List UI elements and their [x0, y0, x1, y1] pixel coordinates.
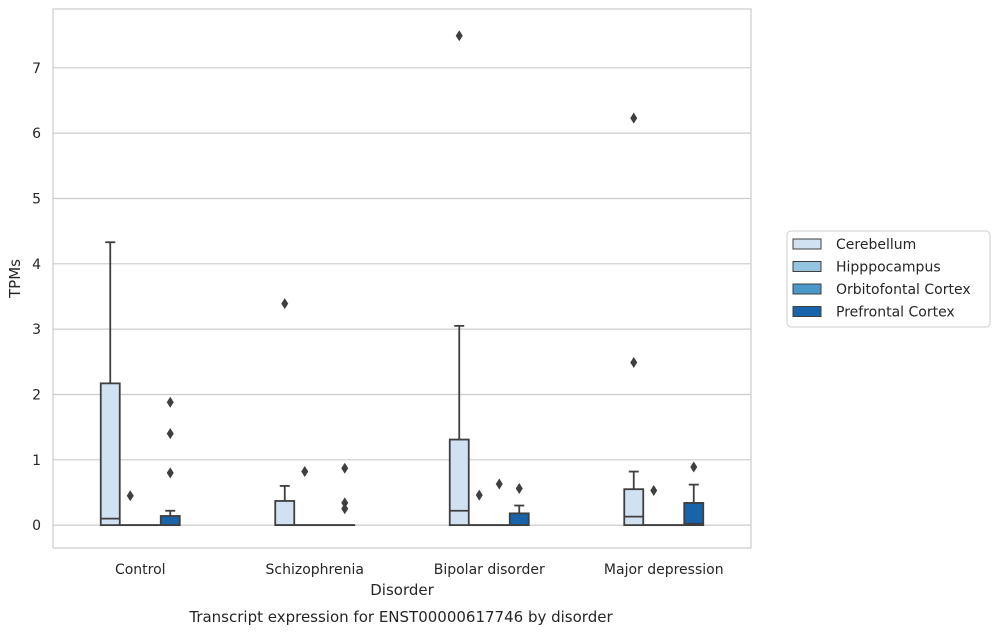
outlier-point	[166, 467, 174, 479]
y-axis-label: TPMs	[6, 259, 24, 299]
outlier-point	[455, 30, 463, 42]
box-cerebellum	[99, 241, 121, 527]
outlier-point	[650, 485, 658, 497]
legend-swatch	[792, 238, 822, 250]
legend-label: Hipppocampus	[836, 260, 941, 276]
x-tick-label: Schizophrenia	[266, 562, 364, 578]
box-body	[99, 382, 121, 527]
chart-title: Transcript expression for ENST0000061774…	[188, 608, 613, 626]
legend-label: Orbitofontal Cortex	[836, 282, 971, 298]
outlier-point	[166, 396, 174, 408]
box-body	[623, 488, 645, 527]
box-hipppocampus	[643, 485, 665, 527]
y-tick-label: 6	[32, 126, 41, 142]
box-hipppocampus	[119, 490, 141, 527]
legend: Cerebellum Hipppocampus Orbitofontal Corte…	[786, 230, 991, 328]
x-axis-label: Disorder	[370, 581, 434, 599]
box-cerebellum	[274, 298, 296, 527]
outlier-point	[630, 356, 638, 368]
legend-label: Cerebellum	[836, 237, 916, 253]
outlier-point	[630, 112, 638, 124]
y-tick-label: 2	[32, 387, 41, 403]
outlier-point	[690, 461, 698, 473]
box-hipppocampus	[294, 466, 316, 527]
y-tick-label: 5	[32, 191, 41, 207]
outlier-point	[341, 497, 349, 509]
legend-swatch	[792, 306, 822, 317]
y-tick-label: 1	[32, 453, 41, 469]
box-body	[448, 438, 470, 527]
outlier-point	[515, 483, 523, 495]
box-prefrontal-cortex	[334, 462, 356, 527]
y-tick-label: 0	[32, 518, 41, 534]
y-tick-label: 3	[32, 322, 41, 338]
outlier-point	[301, 466, 309, 478]
x-tick-label: Major depression	[604, 562, 724, 578]
plot-frame	[52, 8, 752, 549]
box-cerebellum	[448, 30, 470, 527]
box-prefrontal-cortex	[159, 396, 181, 527]
outlier-point	[281, 298, 289, 310]
x-tick-label: Bipolar disorder	[434, 562, 545, 578]
y-tick-label: 7	[32, 61, 41, 77]
y-tick-labels: 0 1 2 3 4 5 6 7	[32, 61, 41, 534]
box-cerebellum	[623, 112, 645, 527]
x-tick-labels: Control Schizophrenia Bipolar disorder Majo…	[115, 562, 724, 578]
box-body	[274, 500, 296, 527]
box-body	[508, 512, 530, 527]
outlier-point	[341, 503, 349, 515]
box-body	[159, 515, 181, 527]
legend-swatch	[792, 283, 822, 295]
boxes	[99, 30, 705, 527]
outlier-point	[126, 490, 134, 502]
outlier-point	[475, 489, 483, 501]
legend-frame	[786, 230, 991, 328]
outlier-point	[341, 462, 349, 474]
box-hipppocampus	[468, 489, 490, 527]
gridlines	[53, 67, 751, 526]
legend-swatch	[792, 261, 822, 272]
box-prefrontal-cortex	[683, 461, 705, 527]
outlier-point	[166, 428, 174, 440]
box-orbitofontal-cortex	[488, 478, 510, 527]
outlier-point	[495, 478, 503, 490]
y-tick-label: 4	[32, 257, 41, 273]
box-body	[683, 502, 705, 527]
x-tick-label: Control	[115, 562, 166, 578]
legend-label: Prefrontal Cortex	[836, 305, 955, 321]
box-prefrontal-cortex	[508, 483, 530, 527]
